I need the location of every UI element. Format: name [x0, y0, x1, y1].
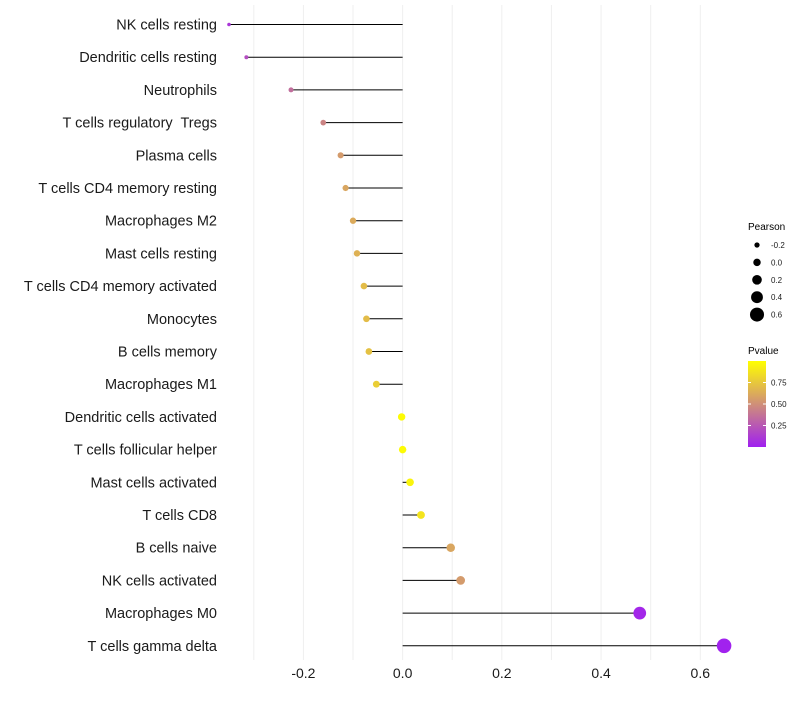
y-tick-label: Monocytes [147, 312, 217, 328]
legend-size-key [752, 274, 762, 285]
grid-layer [253, 5, 701, 660]
x-tick-label: 0.6 [691, 665, 711, 681]
data-point [365, 348, 373, 355]
y-tick-label: B cells memory [118, 345, 218, 361]
y-tick-label: Plasma cells [136, 148, 217, 164]
legend-size-key [749, 307, 765, 322]
data-point [363, 315, 370, 323]
y-tick-label: Neutrophils [144, 83, 217, 99]
y-tick-label: B cells naive [136, 541, 217, 557]
data-point [406, 478, 414, 487]
data-point [446, 543, 456, 552]
y-tick-label: T cells gamma delta [88, 639, 218, 655]
legend-size-label: 0.0 [771, 258, 783, 267]
data-point [342, 184, 349, 192]
x-axis-labels: -0.2 0.0 0.2 0.4 0.6 [291, 665, 710, 681]
y-tick-label: Mast cells activated [90, 475, 217, 491]
y-tick-label: T cells follicular helper [74, 443, 217, 459]
data-point [397, 413, 406, 421]
y-tick-label: T cells regulatory Tregs [63, 116, 217, 132]
x-tick-label: -0.2 [291, 665, 315, 681]
y-tick-label: Mast cells resting [105, 246, 217, 262]
y-tick-label: T cells CD4 memory activated [24, 279, 217, 295]
data-point [337, 152, 344, 159]
y-tick-label: Macrophages M0 [105, 606, 217, 622]
legend-pearson: Pearson -0.2 0.0 0.2 0.4 0.6 [748, 222, 785, 322]
legend-pvalue: Pvalue 0.75 0.50 0.25 [748, 346, 787, 447]
data-point [417, 511, 425, 519]
x-tick-label: 0.4 [591, 665, 611, 681]
data-point [633, 606, 647, 620]
data-point [456, 576, 466, 585]
y-tick-label: Dendritic cells activated [65, 410, 217, 426]
y-tick-label: T cells CD8 [142, 508, 217, 524]
x-tick-label: 0.2 [492, 665, 512, 681]
data-point [353, 250, 361, 257]
legend-pvalue-title: Pvalue [748, 346, 779, 357]
legend-pearson-title: Pearson [748, 222, 785, 233]
y-tick-label: Macrophages M1 [105, 377, 217, 393]
legend-size-label: -0.2 [771, 241, 785, 250]
legend-size-key [754, 242, 760, 248]
legend-color-label: 0.50 [771, 400, 787, 409]
data-point [360, 282, 368, 290]
legend-size-label: 0.4 [771, 293, 783, 302]
legend-color-label: 0.25 [771, 422, 787, 431]
data-point [227, 22, 231, 27]
legend-color-label: 0.75 [771, 379, 787, 388]
data-point [320, 119, 327, 126]
pvalue-colorbar [748, 361, 766, 447]
legend-size-label: 0.6 [771, 311, 783, 320]
data-point [349, 217, 357, 224]
x-tick-label: 0.0 [393, 665, 413, 681]
data-point [398, 445, 407, 454]
y-tick-label: T cells CD4 memory resting [38, 181, 217, 197]
legend-size-key [751, 291, 763, 304]
y-tick-label: NK cells activated [102, 573, 217, 589]
y-axis-labels: NK cells resting Dendritic cells resting N… [24, 18, 218, 655]
point-layer [227, 22, 732, 654]
y-tick-label: Dendritic cells resting [79, 50, 217, 66]
data-point [716, 638, 732, 654]
data-point [372, 380, 380, 388]
data-point [288, 87, 294, 93]
y-tick-label: NK cells resting [116, 18, 217, 34]
legend-size-label: 0.2 [771, 276, 783, 285]
data-point [244, 55, 249, 60]
legend-size-key [753, 258, 761, 267]
y-tick-label: Macrophages M2 [105, 214, 217, 230]
